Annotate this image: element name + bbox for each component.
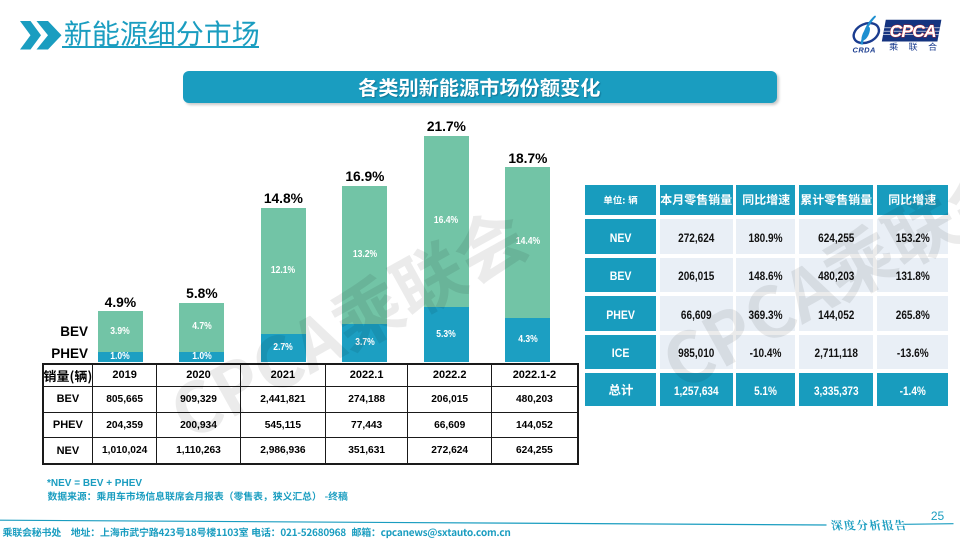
svg-text:CRDA: CRDA — [853, 46, 876, 55]
svg-text:CPCA: CPCA — [890, 21, 937, 41]
